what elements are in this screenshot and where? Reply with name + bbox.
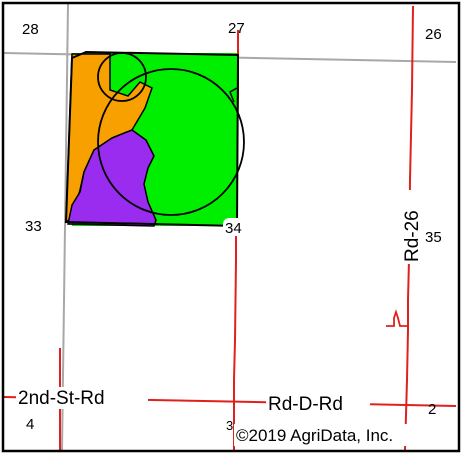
road-rd-26 [404,5,414,451]
road-label-2nd-st-rd-halo [16,387,148,409]
section-label-26: 26 [425,26,442,43]
soil-boundary-east [229,87,238,103]
road-label-rd-d-rd-halo [266,393,370,415]
section-label-27: 27 [228,20,245,37]
section-line-west [61,3,69,451]
soil-boundary-circle-large [97,68,245,216]
road-label-2nd-st-rd: 2nd-St-Rd [18,388,105,409]
copyright-halo [234,424,454,446]
section-label-4: 4 [26,416,34,433]
copyright-text: ©2019 AgriData, Inc. [236,426,393,445]
section-label-3: 3 [226,418,233,433]
section-label-28: 28 [22,21,39,38]
section-label-35: 35 [425,229,442,246]
section-label-33: 33 [25,218,42,235]
soil-zone-purple[interactable] [67,129,157,227]
road-label-rd-26: Rd-26 [402,210,423,262]
road-label-rd-26-halo [400,190,422,264]
field-boundary [64,50,240,228]
field-parcel[interactable] [64,50,245,228]
road-label-rd-26-group: Rd-26 [400,190,423,264]
section-label-34-halo [223,218,245,236]
road-label-rd-d-rd: Rd-D-Rd [268,394,343,415]
section-label-2: 2 [428,401,436,418]
road-spur [386,309,408,327]
section-label-34: 34 [225,220,242,237]
